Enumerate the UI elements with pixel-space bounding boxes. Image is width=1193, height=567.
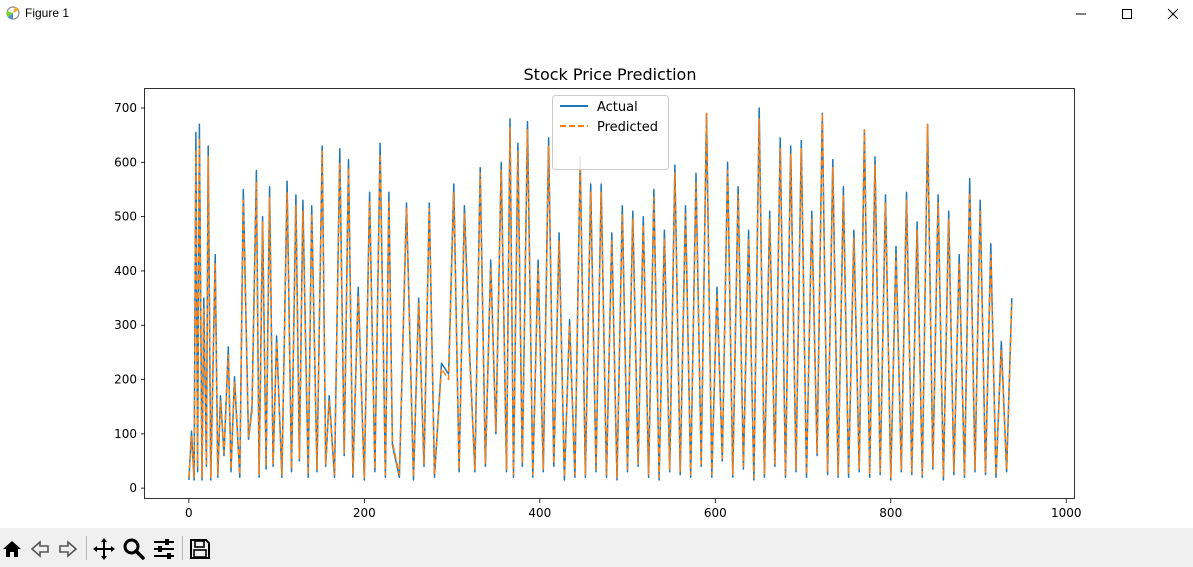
maximize-button[interactable] [1104,0,1150,28]
y-tick-label: 0 [129,481,137,495]
save-button[interactable] [188,537,212,561]
x-tick-label: 1000 [1051,506,1082,520]
legend[interactable]: Actual Predicted [552,95,669,170]
configure-subplots-icon [154,539,174,559]
minimize-icon [1076,13,1086,15]
close-icon [1167,8,1179,20]
maximize-icon [1122,9,1132,19]
x-tick-label: 200 [353,506,376,520]
back-button[interactable] [28,537,52,561]
y-tick-label: 400 [114,264,137,278]
x-tick-label: 600 [704,506,727,520]
y-tick-label: 600 [114,155,137,169]
matplotlib-icon [6,6,20,20]
x-tick-label: 800 [879,506,902,520]
close-button[interactable] [1150,0,1193,28]
save-icon [190,539,210,559]
navigation-toolbar [0,528,1193,567]
series-line-predicted [188,112,1013,479]
x-tick-label: 400 [528,506,551,520]
axes-frame [144,88,1075,499]
toolbar-separator [86,536,87,560]
y-tick-label: 700 [114,101,137,115]
forward-icon [59,540,78,558]
x-tick-label: 0 [185,506,193,520]
figure-canvas[interactable]: 0 200 400 600 800 1000 0 100 200 300 400 500 600 700 … [0,28,1193,528]
y-tick-label: 200 [114,373,137,387]
zoom-icon [123,538,145,560]
minimize-button[interactable] [1058,0,1104,28]
configure-subplots-button[interactable] [152,537,176,561]
window-title: Figure 1 [25,6,70,20]
line-chart: 0 200 400 600 800 10000100200300400500600700 … [114,65,1082,520]
toolbar-separator [182,536,183,560]
back-icon [30,540,49,558]
legend-label-predicted: Predicted [597,120,658,135]
chart-title: Stock Price Prediction [524,65,697,84]
pan-button[interactable] [92,537,116,561]
pan-icon [93,538,115,560]
y-tick-label: 300 [114,318,137,332]
home-icon [3,541,21,557]
window-titlebar: Figure 1 [0,0,1193,28]
home-button[interactable] [0,537,24,561]
y-tick-label: 100 [114,427,137,441]
forward-button[interactable] [56,537,80,561]
legend-label-actual: Actual [597,100,638,115]
y-tick-label: 500 [114,210,137,224]
zoom-button[interactable] [122,537,146,561]
